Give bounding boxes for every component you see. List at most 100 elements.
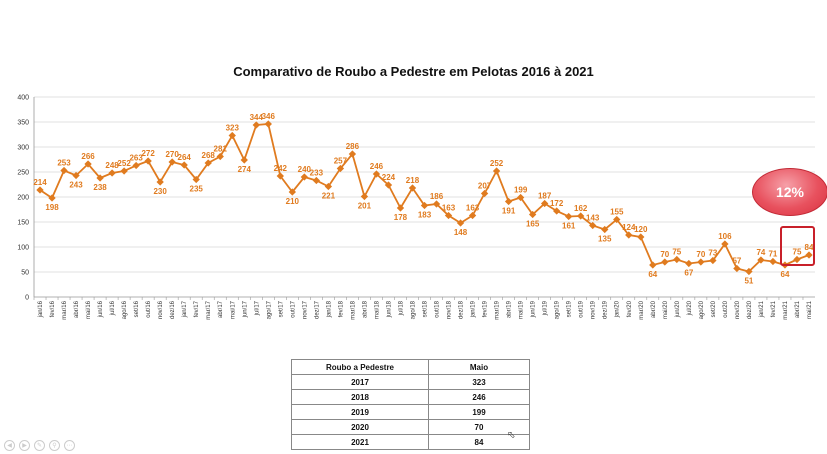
data-point [661, 258, 669, 266]
x-tick-label: dez/20 [747, 300, 753, 319]
highlight-box [780, 226, 815, 266]
x-tick-label: mai/17 [230, 300, 236, 319]
data-point [60, 166, 68, 175]
x-tick-label: mai/18 [374, 300, 380, 319]
data-label: 233 [310, 169, 324, 178]
x-tick-labels: jan/16 fev/16 mar/16 abr/16 mai/16 jun/16 jul/… [38, 300, 813, 319]
x-tick-label: abr/21 [795, 300, 801, 318]
x-tick-label: abr/19 [507, 300, 513, 318]
data-label: 143 [586, 214, 600, 223]
data-label: 64 [781, 270, 790, 279]
x-tick-label: nov/16 [158, 300, 164, 319]
y-tick-labels: 0 50 100 150 200 250 300 350 400 [17, 95, 29, 302]
data-point [312, 176, 321, 185]
prev-icon[interactable]: ◀ [4, 440, 15, 451]
data-label: 224 [382, 173, 396, 182]
x-tick-label: abr/18 [362, 300, 368, 318]
table-row: 2018 246 [291, 389, 530, 405]
data-point [384, 181, 393, 189]
more-icon[interactable]: ⋯ [64, 440, 75, 451]
x-tick-label: mar/20 [639, 300, 645, 319]
data-point [84, 160, 92, 168]
data-point [444, 211, 453, 220]
mouse-cursor-icon: ⬁ [507, 430, 516, 441]
data-label: 257 [334, 157, 348, 166]
data-label: 163 [466, 204, 480, 213]
table-header-month: Maio [428, 359, 530, 375]
x-tick-label: set/20 [711, 300, 717, 317]
x-tick-label: fev/21 [771, 300, 777, 317]
data-label: 344 [250, 113, 264, 122]
x-tick-label: mar/21 [783, 300, 789, 319]
data-point [300, 173, 309, 181]
data-point [589, 221, 597, 230]
data-label: 73 [708, 249, 717, 258]
data-point [613, 215, 621, 224]
data-point [565, 212, 573, 221]
data-point [156, 178, 164, 186]
data-label: 270 [165, 150, 179, 159]
data-label: 74 [756, 248, 765, 257]
x-tick-label: ago/17 [266, 300, 272, 319]
x-tick-label: fev/17 [194, 300, 200, 317]
data-label: 235 [190, 185, 204, 194]
table-header-row: Roubo a Pedestre Maio [291, 359, 530, 375]
data-label: 242 [274, 164, 288, 173]
data-point [504, 197, 513, 206]
x-tick-label: jun/20 [675, 300, 681, 318]
x-tick-label: set/18 [423, 300, 429, 317]
data-point [769, 257, 777, 266]
data-point [420, 201, 429, 210]
y-tick-label: 400 [17, 95, 29, 102]
table-cell-year: 2019 [291, 404, 429, 420]
zoom-icon[interactable]: ⚲ [49, 440, 60, 451]
data-point [180, 161, 188, 169]
data-point [228, 131, 236, 140]
data-label: 210 [286, 197, 300, 206]
y-tick-label: 300 [17, 145, 29, 152]
data-point [288, 188, 297, 196]
data-label: 106 [718, 232, 732, 241]
x-tick-label: jan/16 [38, 300, 44, 318]
data-point [552, 207, 561, 215]
x-tick-label: jan/17 [182, 300, 188, 318]
table-cell-year: 2021 [291, 434, 429, 450]
data-point [516, 193, 525, 202]
table-cell-value: 246 [428, 389, 530, 405]
table-row: 2021 84 [291, 434, 530, 450]
x-tick-label: jun/19 [531, 300, 537, 318]
chart-title: Comparativo de Roubo a Pedestre em Pelot… [233, 64, 594, 79]
axes [33, 97, 804, 300]
x-tick-label: mar/19 [495, 300, 501, 319]
x-tick-label: dez/19 [603, 300, 609, 319]
data-point [685, 259, 693, 268]
data-label: 75 [793, 248, 802, 257]
data-label: 246 [370, 162, 384, 171]
data-point [108, 169, 116, 177]
x-tick-label: abr/17 [218, 300, 224, 318]
x-tick-label: jan/19 [471, 300, 477, 318]
data-point [637, 233, 645, 241]
table-cell-year: 2018 [291, 389, 429, 405]
y-tick-label: 50 [21, 270, 29, 277]
y-tick-label: 200 [17, 195, 29, 202]
data-label: 178 [394, 213, 408, 222]
data-point [264, 120, 272, 128]
data-label: 191 [502, 207, 516, 216]
table-cell-year: 2017 [291, 374, 429, 390]
pen-icon[interactable]: ✎ [34, 440, 45, 451]
y-tick-label: 100 [17, 245, 29, 252]
data-point [745, 267, 753, 276]
x-tick-label: dez/17 [314, 300, 320, 319]
data-label: 75 [672, 248, 681, 257]
x-tick-label: nov/17 [302, 300, 308, 319]
data-point [276, 172, 284, 180]
grid-lines [34, 96, 815, 298]
data-label: 165 [526, 220, 540, 229]
table-cell-value: 84 [428, 434, 530, 450]
data-point [72, 171, 80, 180]
x-tick-label: out/16 [146, 300, 152, 317]
next-icon[interactable]: ▶ [19, 440, 30, 451]
x-tick-label: abr/20 [651, 300, 657, 318]
badge-text: 12% [775, 184, 805, 200]
